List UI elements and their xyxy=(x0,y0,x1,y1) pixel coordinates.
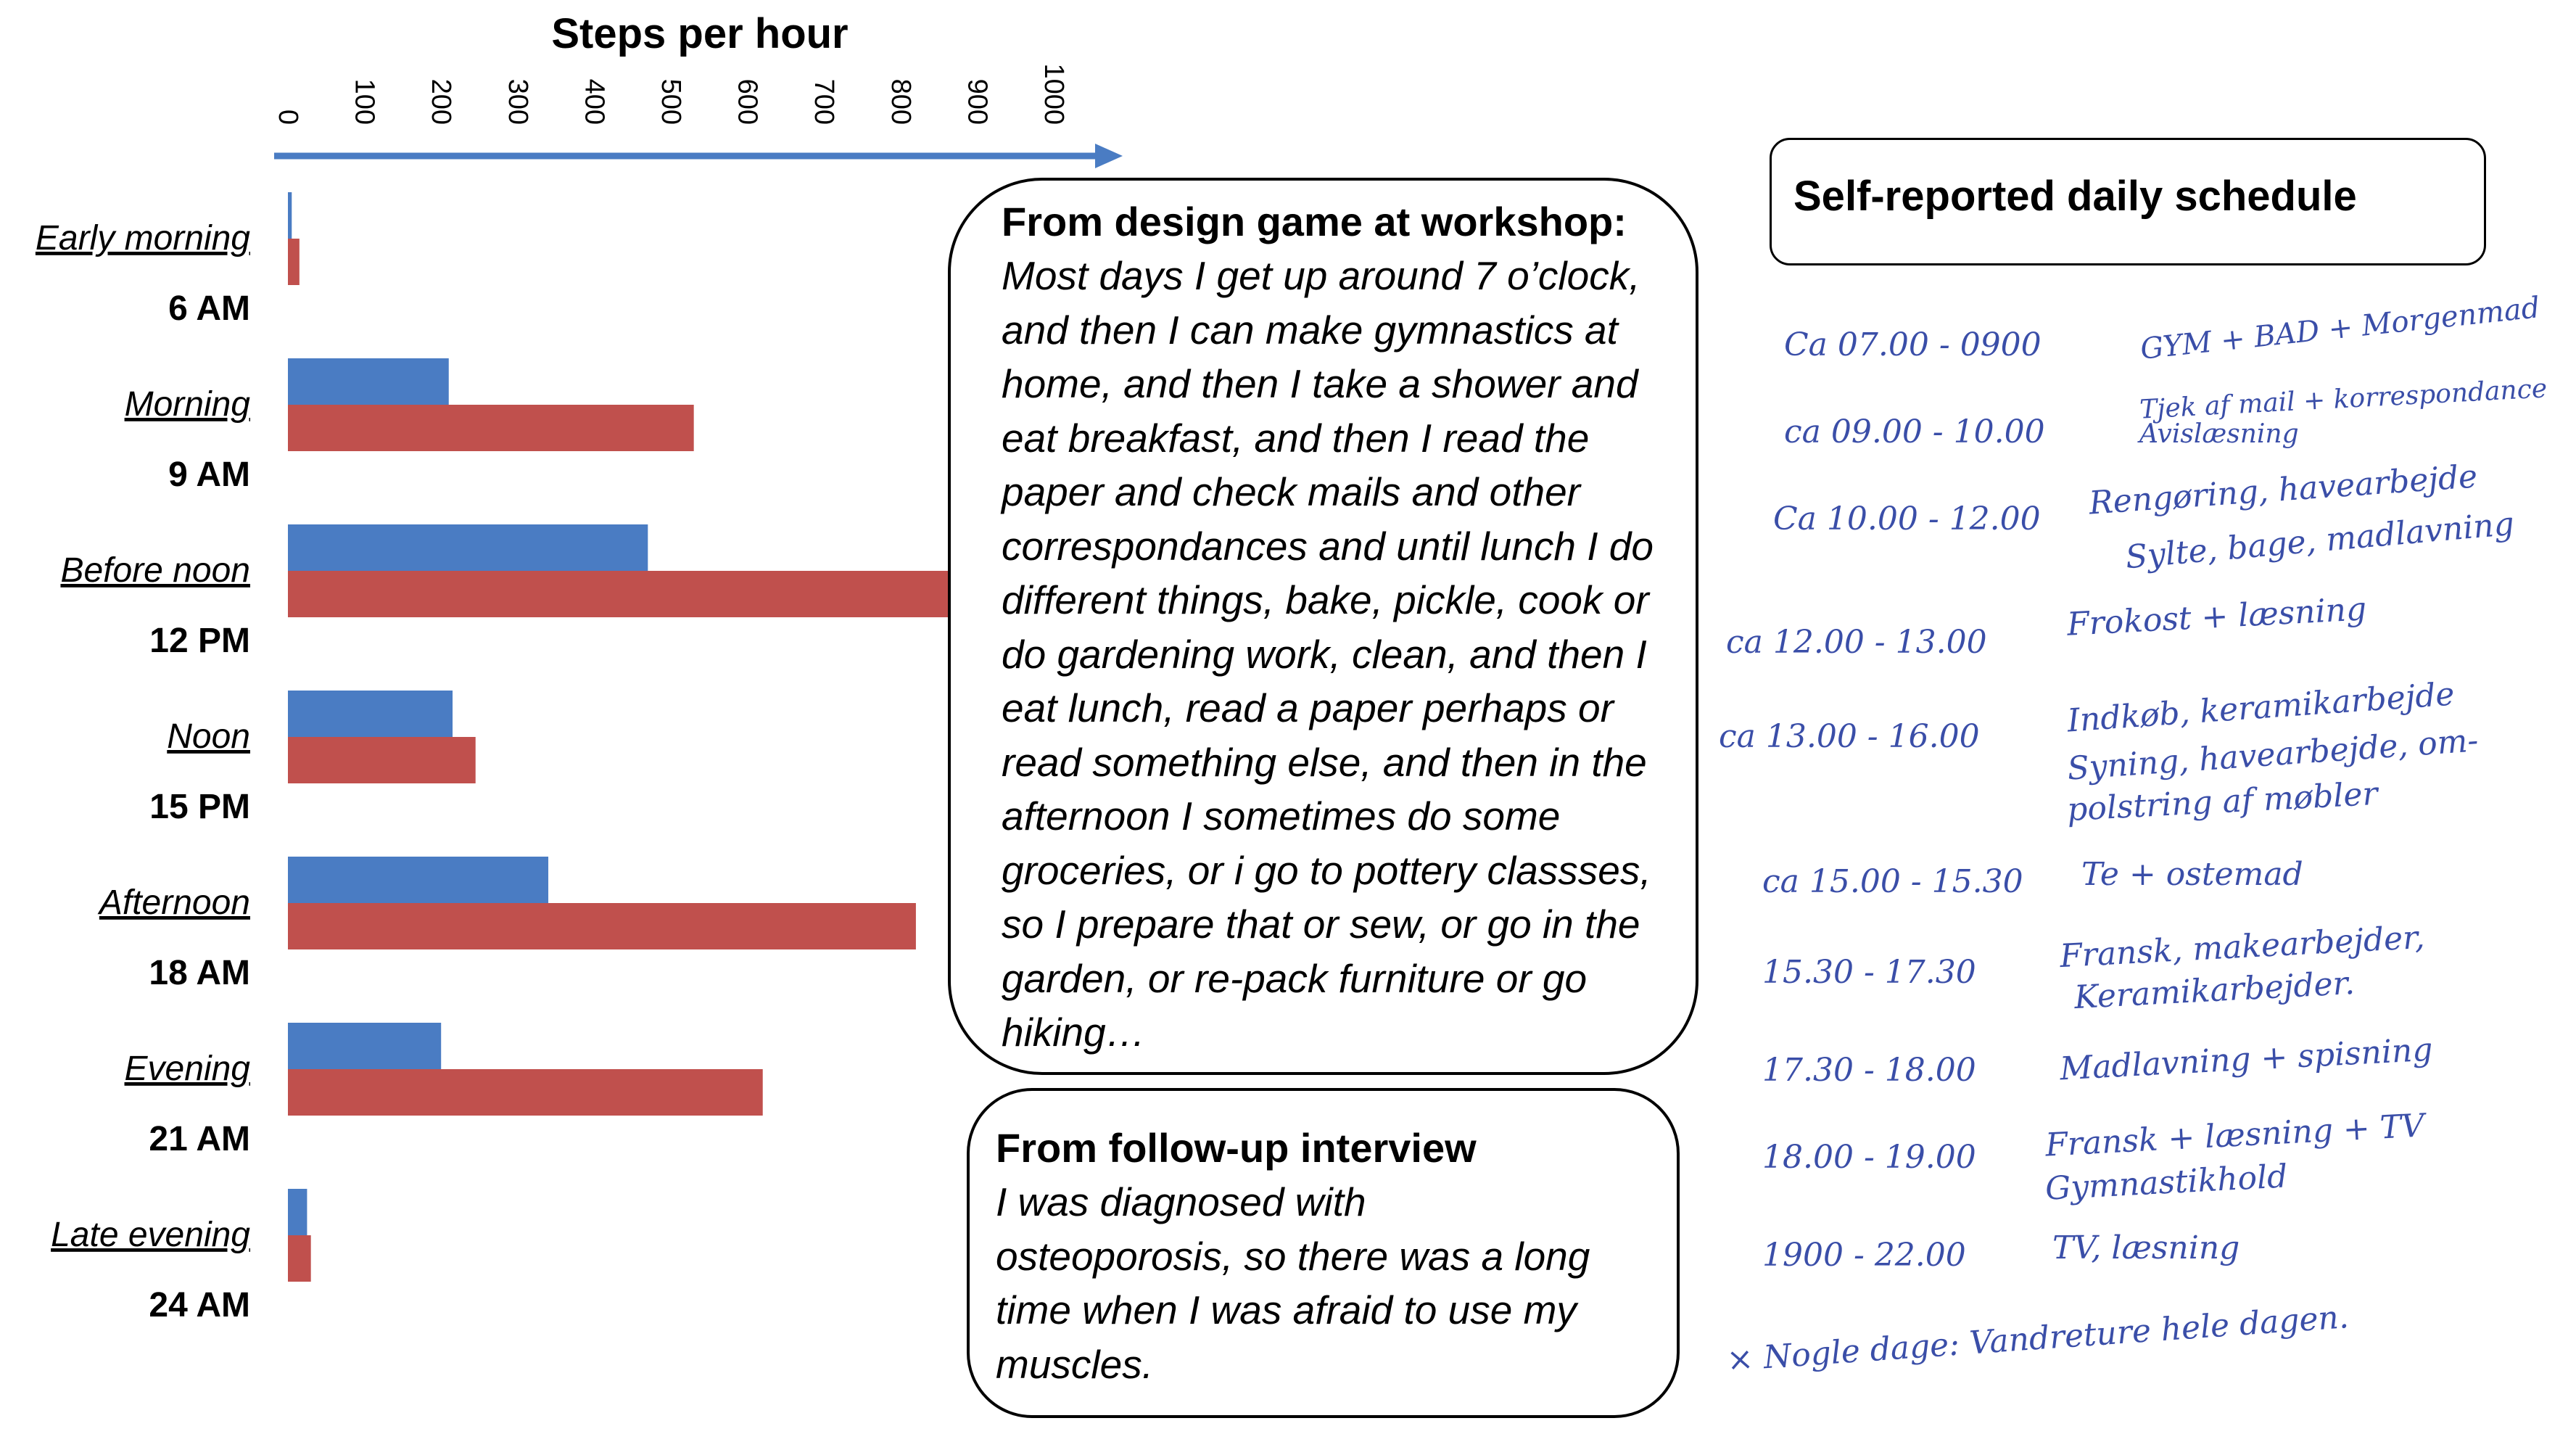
schedule-activity: Tjek af mail + korrespondance xyxy=(2139,374,2548,425)
time-label: 12 PM xyxy=(149,622,250,660)
workshop-line: Most days I get up around 7 o’clock, xyxy=(1002,253,1640,298)
x-tick-label: 700 xyxy=(809,79,839,125)
workshop-line: hiking… xyxy=(1002,1010,1146,1055)
bar-series-2 xyxy=(288,239,300,285)
bar-series-1 xyxy=(288,1189,307,1235)
interview-line: osteoporosis, so there was a long xyxy=(996,1233,1590,1279)
chart-title: Steps per hour xyxy=(551,10,848,57)
workshop-line: home, and then I take a shower and xyxy=(1002,361,1638,406)
schedule-activity: Keramikarbejder. xyxy=(2073,964,2356,1017)
x-tick-label: 800 xyxy=(886,79,916,125)
schedule-activity: GYM + BAD + Morgenmad xyxy=(2139,291,2542,366)
workshop-line: do gardening work, clean, and then I xyxy=(1002,631,1647,677)
x-tick-label: 200 xyxy=(426,79,456,125)
bar-series-1 xyxy=(288,192,292,239)
schedule-activity: Madlavning + spisning xyxy=(2059,1031,2434,1088)
interview-title: From follow-up interview xyxy=(996,1125,1477,1171)
interview-quote-bubble: From follow-up interview I was diagnosed… xyxy=(967,1088,1680,1418)
workshop-title: From design game at workshop: xyxy=(1002,199,1627,244)
bar-series-2 xyxy=(288,903,916,949)
workshop-line: different things, bake, pickle, cook or xyxy=(1002,577,1649,622)
time-label: 15 PM xyxy=(149,788,250,826)
x-axis-arrowhead xyxy=(1095,144,1123,168)
schedule-activity: Frokost + læsning xyxy=(2065,590,2368,643)
workshop-quote-text: Most days I get up around 7 o’clock, and… xyxy=(1002,249,1677,1060)
workshop-line: afternoon I sometimes do some xyxy=(1002,794,1561,838)
schedule-activity: Sylte, bage, madlavning xyxy=(2123,505,2516,577)
schedule-footnote: × Nogle dage: Vandreture hele dagen. xyxy=(1725,1298,2350,1379)
time-label: 18 AM xyxy=(149,954,250,992)
interview-line: muscles. xyxy=(996,1341,1153,1387)
schedule-activity: Rengøring, havearbejde xyxy=(2087,458,2479,522)
schedule-time: 15.30 - 17.30 xyxy=(1762,954,1976,991)
schedule-time: ca 09.00 - 10.00 xyxy=(1784,413,2045,450)
schedule-time: 18.00 - 19.00 xyxy=(1762,1139,1976,1176)
x-tick-label: 0 xyxy=(273,110,303,125)
workshop-line: read something else, and then in the xyxy=(1002,739,1647,785)
time-label: 6 AM xyxy=(168,289,250,328)
schedule-time: Ca 07.00 - 0900 xyxy=(1784,326,2042,363)
schedule-title: Self-reported daily schedule xyxy=(1793,173,2357,220)
workshop-line: groceries, or i go to pottery classses, xyxy=(1002,847,1651,893)
category-labels: Early morning 6 AM Morning 9 AM Before noon 1… xyxy=(36,219,250,1324)
category-label: Noon xyxy=(167,717,250,756)
time-label: 24 AM xyxy=(149,1286,250,1324)
x-axis-ticks: 0 100 200 300 400 500 600 700 800 900 1000 xyxy=(273,63,1069,125)
interview-line: time when I was afraid to use my xyxy=(996,1287,1577,1332)
schedule-activity: Te + ostemad xyxy=(2081,856,2303,893)
x-tick-label: 300 xyxy=(503,79,533,125)
time-label: 9 AM xyxy=(168,456,250,494)
bar-series-2 xyxy=(288,737,476,783)
workshop-line: so I prepare that or sew, or go in the xyxy=(1002,902,1640,947)
schedule-time: ca 12.00 - 13.00 xyxy=(1726,624,1987,661)
category-label: Morning xyxy=(125,385,251,424)
bar-series-1 xyxy=(288,524,648,571)
schedule-activity: TV, læsning xyxy=(2052,1229,2240,1266)
schedule-time: ca 15.00 - 15.30 xyxy=(1762,863,2023,900)
workshop-line: garden, or re-pack furniture or go xyxy=(1002,955,1588,1001)
workshop-line: and then I can make gymnastics at xyxy=(1002,307,1618,353)
interview-line: I was diagnosed with xyxy=(996,1179,1366,1224)
schedule-time: Ca 10.00 - 12.00 xyxy=(1773,500,2041,537)
x-tick-label: 600 xyxy=(732,79,763,125)
x-tick-label: 500 xyxy=(656,79,686,125)
x-tick-label: 900 xyxy=(962,79,992,125)
schedule-activity: Fransk, makearbejder, xyxy=(2059,918,2426,976)
x-tick-label: 1000 xyxy=(1039,63,1069,125)
category-label: Early morning xyxy=(36,219,250,257)
workshop-line: eat breakfast, and then I read the xyxy=(1002,415,1590,461)
bar-series-1 xyxy=(288,857,549,903)
schedule-time: ca 13.00 - 16.00 xyxy=(1719,718,1980,755)
category-label: Before noon xyxy=(60,551,250,590)
bars-group xyxy=(288,192,954,1282)
bar-series-1 xyxy=(288,691,453,737)
workshop-line: paper and check mails and other xyxy=(1002,469,1580,514)
category-label: Evening xyxy=(125,1050,251,1088)
workshop-line: correspondances and until lunch I do xyxy=(1002,523,1654,569)
schedule-time: 1900 - 22.00 xyxy=(1762,1237,1966,1274)
category-label: Afternoon xyxy=(97,883,250,922)
bar-series-2 xyxy=(288,1235,311,1282)
x-tick-label: 100 xyxy=(350,79,380,125)
bar-series-2 xyxy=(288,571,954,617)
workshop-line: eat lunch, read a paper perhaps or xyxy=(1002,685,1614,730)
bar-series-1 xyxy=(288,1023,442,1069)
x-tick-label: 400 xyxy=(579,79,609,125)
schedule-title-box: Self-reported daily schedule xyxy=(1770,138,2486,265)
handwritten-schedule: Ca 07.00 - 0900 GYM + BAD + Morgenmad ca… xyxy=(1719,276,2567,1407)
bar-series-1 xyxy=(288,358,449,405)
workshop-quote-bubble: From design game at workshop: Most days … xyxy=(948,178,1698,1075)
schedule-activity: Fransk + læsning + TV xyxy=(2044,1107,2426,1164)
bar-series-2 xyxy=(288,1069,763,1116)
interview-quote-text: I was diagnosed with osteoporosis, so th… xyxy=(996,1175,1655,1391)
schedule-activity: Gymnastikhold xyxy=(2044,1158,2289,1208)
time-label: 21 AM xyxy=(149,1120,250,1158)
category-label: Late evening xyxy=(51,1216,250,1254)
schedule-time: 17.30 - 18.00 xyxy=(1762,1052,1976,1089)
steps-bar-chart: Steps per hour 0 100 200 300 400 500 600 700 800… xyxy=(36,10,1123,1324)
schedule-activity: Avislæsning xyxy=(2139,419,2299,449)
bar-series-2 xyxy=(288,405,694,451)
